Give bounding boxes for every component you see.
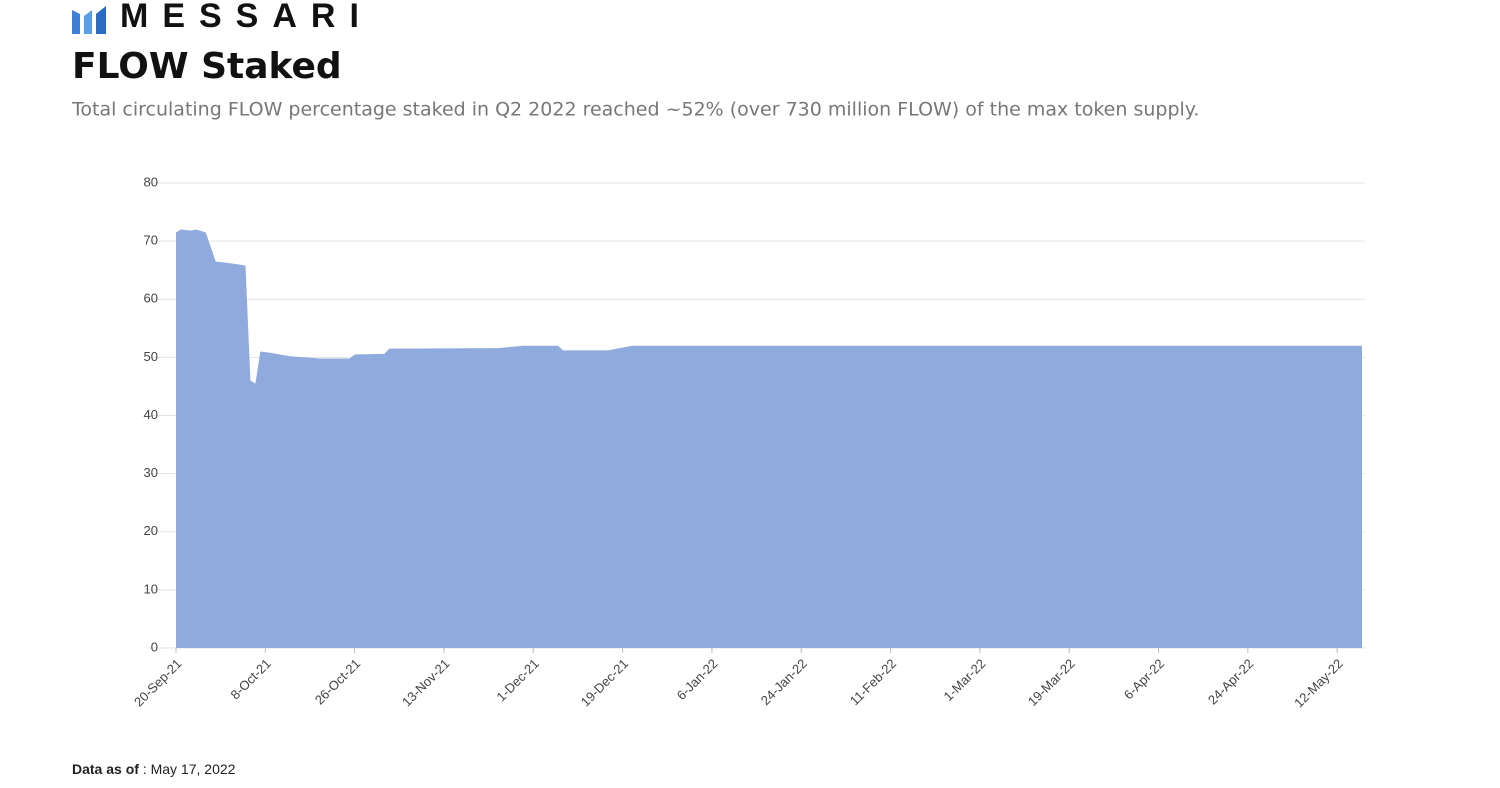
y-tick-label: 40 bbox=[144, 407, 158, 422]
x-tick-label: 6-Apr-22 bbox=[1121, 656, 1167, 702]
x-tick-label: 6-Jan-22 bbox=[674, 656, 721, 703]
x-tick-label: 20-Sep-21 bbox=[131, 656, 185, 710]
x-tick-label: 1-Dec-21 bbox=[493, 656, 541, 704]
x-tick-label: 8-Oct-21 bbox=[228, 656, 274, 702]
y-tick-label: 70 bbox=[144, 233, 158, 248]
x-tick-label: 13-Nov-21 bbox=[399, 656, 453, 710]
footer-label: Data as of bbox=[72, 761, 139, 777]
x-tick-label: 19-Dec-21 bbox=[578, 656, 632, 710]
x-tick-label: 24-Jan-22 bbox=[758, 656, 810, 708]
y-tick-label: 60 bbox=[144, 291, 158, 306]
x-tick-label: 11-Feb-22 bbox=[847, 656, 899, 708]
chart-subtitle: Total circulating FLOW percentage staked… bbox=[71, 99, 1199, 121]
y-tick-label: 20 bbox=[144, 523, 158, 538]
x-tick-label: 1-Mar-22 bbox=[941, 656, 989, 704]
footer-value: : May 17, 2022 bbox=[143, 761, 236, 777]
x-tick-label: 24-Apr-22 bbox=[1205, 656, 1256, 707]
x-tick-label: 19-Mar-22 bbox=[1025, 656, 1078, 709]
y-tick-label: 80 bbox=[144, 174, 158, 189]
y-tick-label: 30 bbox=[144, 465, 158, 480]
y-tick-label: 10 bbox=[144, 581, 158, 596]
brand-logo bbox=[72, 6, 106, 34]
brand-name: MESSARI bbox=[120, 0, 373, 35]
chart-title: FLOW Staked bbox=[72, 46, 342, 87]
area bbox=[176, 229, 1362, 648]
footer: Data as of : May 17, 2022 bbox=[72, 761, 236, 777]
x-tick-label: 26-Oct-21 bbox=[312, 656, 363, 707]
y-tick-label: 50 bbox=[144, 349, 158, 364]
y-tick-label: 0 bbox=[151, 639, 158, 654]
x-tick-label: 12-May-22 bbox=[1291, 656, 1346, 711]
